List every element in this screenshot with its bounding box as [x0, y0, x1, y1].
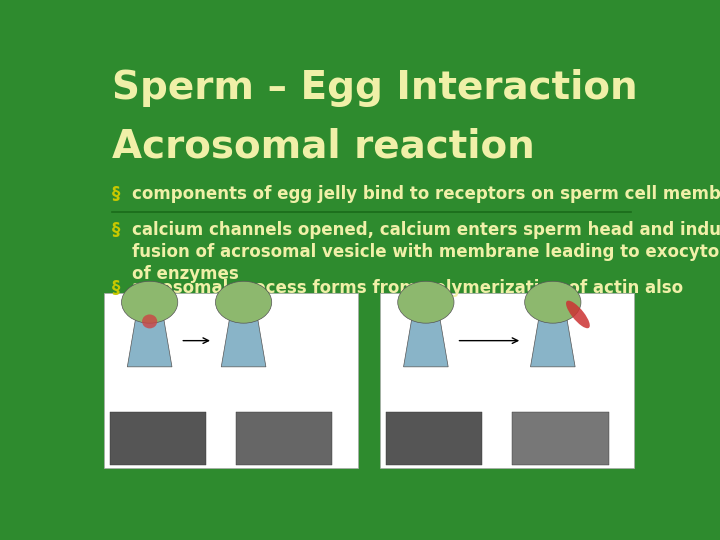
FancyBboxPatch shape: [386, 412, 482, 464]
Circle shape: [122, 281, 178, 323]
Ellipse shape: [566, 301, 590, 328]
Text: §: §: [112, 221, 121, 239]
Circle shape: [215, 281, 271, 323]
Polygon shape: [221, 318, 266, 367]
FancyBboxPatch shape: [380, 294, 634, 468]
Text: Sperm – Egg Interaction: Sperm – Egg Interaction: [112, 69, 638, 107]
Polygon shape: [531, 318, 575, 367]
FancyBboxPatch shape: [236, 412, 333, 464]
FancyBboxPatch shape: [109, 412, 206, 464]
Text: §: §: [112, 185, 121, 204]
Text: calcium channels opened, calcium enters sperm head and induces
fusion of acrosom: calcium channels opened, calcium enters …: [132, 221, 720, 283]
Ellipse shape: [142, 314, 157, 328]
Polygon shape: [127, 318, 172, 367]
Circle shape: [397, 281, 454, 323]
Circle shape: [525, 281, 581, 323]
Text: acrosomal process forms from polymerization of actin also: acrosomal process forms from polymerizat…: [132, 279, 683, 297]
Text: Acrosomal reaction: Acrosomal reaction: [112, 127, 535, 165]
Text: components of egg jelly bind to receptors on sperm cell membrane: components of egg jelly bind to receptor…: [132, 185, 720, 204]
Text: §: §: [112, 279, 121, 297]
FancyBboxPatch shape: [104, 294, 358, 468]
Polygon shape: [403, 318, 448, 367]
FancyBboxPatch shape: [512, 412, 608, 464]
